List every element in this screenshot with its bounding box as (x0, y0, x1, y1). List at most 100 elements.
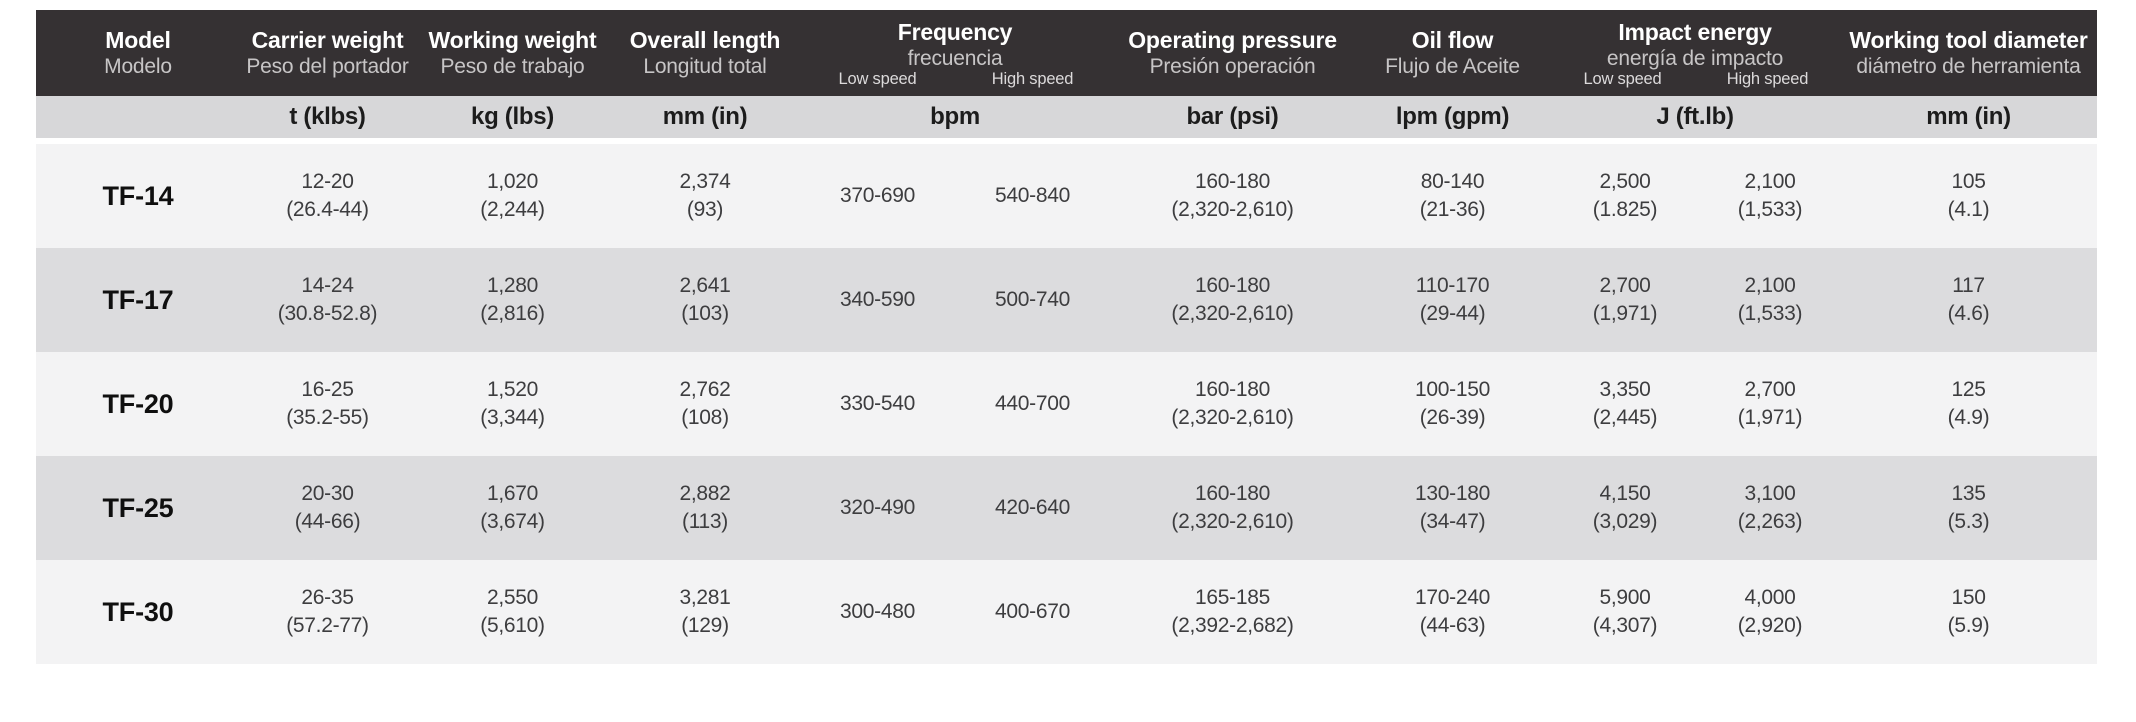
oil-flow-metric: 130-180 (1415, 482, 1490, 505)
oil-flow-cell: 100-150 (26-39) (1355, 352, 1551, 456)
impact-energy-high-cell: 2,100 (1,533) (1700, 144, 1841, 248)
operating-pressure-metric: 160-180 (1195, 274, 1270, 297)
frequency-low-value: 300-480 (840, 600, 915, 623)
tool-diameter-metric: 117 (1952, 274, 1985, 297)
carrier-weight-cell: 16-25 (35.2-55) (240, 352, 415, 456)
impact-energy-low-imperial: (3,029) (1592, 510, 1658, 533)
working-weight-metric: 1,520 (486, 378, 539, 401)
operating-pressure-imperial: (2,320-2,610) (1171, 302, 1294, 325)
oil-flow-imperial: (34-47) (1419, 510, 1486, 533)
impact-energy-low-metric: 2,700 (1599, 274, 1651, 297)
impact-energy-low-cell: 2,500 (1.825) (1550, 144, 1701, 248)
overall-length-metric: 3,281 (679, 586, 731, 609)
spacer-row (36, 138, 2098, 144)
tool-diameter-cell: 125 (4.9) (1840, 352, 2098, 456)
impact-energy-low-metric: 5,900 (1599, 586, 1651, 609)
overall-length-imperial: (103) (681, 302, 729, 325)
header-row: Model Modelo Carrier weight Peso del por… (36, 10, 2098, 96)
carrier-weight-cell: 14-24 (30.8-52.8) (240, 248, 415, 352)
frequency-low-value: 370-690 (840, 184, 915, 207)
table-body: t (klbs) kg (lbs) mm (in) bpm bar (psi) … (36, 96, 2098, 664)
working-weight-cell: 1,020 (2,244) (415, 144, 610, 248)
table-row-tf-20: TF-20 16-25 (35.2-55) 1,520 (3,344) 2,76… (36, 352, 2098, 456)
frequency-low-speed-label: Low speed (838, 70, 917, 88)
oil-flow-metric: 110-170 (1415, 274, 1490, 297)
units-impact: J (ft.lb) (1550, 96, 1841, 138)
working-weight-metric: 1,670 (486, 482, 539, 505)
tool-diameter-imperial: (4.1) (1947, 198, 1990, 221)
frequency-low-cell: 330-540 (800, 352, 955, 456)
overall-length-cell: 2,882 (113) (610, 456, 800, 560)
header-working-weight-es: Peso de trabajo (440, 55, 585, 78)
impact-energy-high-imperial: (1,971) (1737, 406, 1803, 429)
units-pressure: bar (psi) (1110, 96, 1356, 138)
impact-energy-low-imperial: (1,971) (1592, 302, 1658, 325)
model-cell: TF-30 (36, 560, 240, 664)
overall-length-metric: 2,641 (679, 274, 731, 297)
overall-length-imperial: (113) (682, 510, 728, 533)
operating-pressure-cell: 160-180 (2,320-2,610) (1110, 456, 1356, 560)
overall-length-cell: 2,641 (103) (610, 248, 800, 352)
impact-high-speed-label: High speed (1726, 70, 1809, 88)
model-cell: TF-25 (36, 456, 240, 560)
header-model: Model Modelo (36, 10, 240, 96)
impact-energy-low-metric: 2,500 (1599, 170, 1651, 193)
carrier-weight-imperial: (30.8-52.8) (277, 302, 378, 325)
frequency-low-cell: 300-480 (800, 560, 955, 664)
frequency-high-cell: 400-670 (955, 560, 1111, 664)
impact-energy-high-imperial: (1,533) (1737, 198, 1803, 221)
impact-energy-low-imperial: (4,307) (1592, 614, 1658, 637)
impact-energy-low-cell: 5,900 (4,307) (1550, 560, 1701, 664)
frequency-low-cell: 370-690 (800, 144, 955, 248)
oil-flow-imperial: (29-44) (1419, 302, 1486, 325)
header-frequency-en: Frequency (897, 19, 1013, 45)
overall-length-cell: 2,374 (93) (610, 144, 800, 248)
units-frequency: bpm (800, 96, 1111, 138)
units-row: t (klbs) kg (lbs) mm (in) bpm bar (psi) … (36, 96, 2098, 138)
header-tool-diameter: Working tool diameter diámetro de herram… (1840, 10, 2098, 96)
oil-flow-imperial: (21-36) (1419, 198, 1486, 221)
impact-speed-labels: Low speed High speed (1550, 70, 1840, 89)
oil-flow-imperial: (44-63) (1419, 614, 1486, 637)
oil-flow-metric: 100-150 (1415, 378, 1490, 401)
frequency-low-value: 320-490 (840, 496, 915, 519)
table-row-tf-14: TF-14 12-20 (26.4-44) 1,020 (2,244) 2,37… (36, 144, 2098, 248)
overall-length-metric: 2,882 (679, 482, 731, 505)
frequency-high-value: 420-640 (995, 496, 1070, 519)
oil-flow-cell: 170-240 (44-63) (1355, 560, 1551, 664)
tool-diameter-cell: 135 (5.3) (1840, 456, 2098, 560)
operating-pressure-metric: 160-180 (1195, 482, 1270, 505)
overall-length-metric: 2,374 (679, 170, 731, 193)
operating-pressure-cell: 160-180 (2,320-2,610) (1110, 144, 1356, 248)
working-weight-cell: 1,670 (3,674) (415, 456, 610, 560)
header-model-es: Modelo (104, 55, 172, 78)
carrier-weight-metric: 20-30 (301, 482, 354, 505)
impact-energy-high-imperial: (2,263) (1737, 510, 1803, 533)
units-working: kg (lbs) (415, 96, 610, 138)
units-carrier: t (klbs) (240, 96, 415, 138)
working-weight-imperial: (3,674) (480, 510, 545, 533)
overall-length-imperial: (93) (686, 198, 724, 221)
header-model-en: Model (105, 27, 171, 53)
tool-diameter-metric: 150 (1951, 586, 1986, 609)
model-label: TF-14 (102, 180, 174, 211)
header-operating-pressure-es: Presión operación (1149, 55, 1316, 78)
header-impact-energy-es: energía de impacto (1606, 47, 1784, 70)
header-tool-diameter-en: Working tool diameter (1849, 27, 2088, 53)
frequency-speed-labels: Low speed High speed (800, 70, 1110, 89)
impact-energy-low-metric: 4,150 (1599, 482, 1651, 505)
working-weight-metric: 1,020 (486, 170, 539, 193)
model-cell: TF-17 (36, 248, 240, 352)
table-row-tf-25: TF-25 20-30 (44-66) 1,670 (3,674) 2,882 … (36, 456, 2098, 560)
units-length: mm (in) (610, 96, 800, 138)
frequency-low-value: 340-590 (840, 288, 915, 311)
operating-pressure-imperial: (2,320-2,610) (1171, 510, 1294, 533)
oil-flow-metric: 80-140 (1420, 170, 1485, 193)
tool-diameter-metric: 135 (1951, 482, 1986, 505)
frequency-low-cell: 340-590 (800, 248, 955, 352)
oil-flow-cell: 130-180 (34-47) (1355, 456, 1551, 560)
impact-energy-low-imperial: (2,445) (1592, 406, 1658, 429)
working-weight-imperial: (2,816) (480, 302, 545, 325)
header-carrier-weight: Carrier weight Peso del portador (240, 10, 415, 96)
impact-energy-low-cell: 4,150 (3,029) (1550, 456, 1701, 560)
